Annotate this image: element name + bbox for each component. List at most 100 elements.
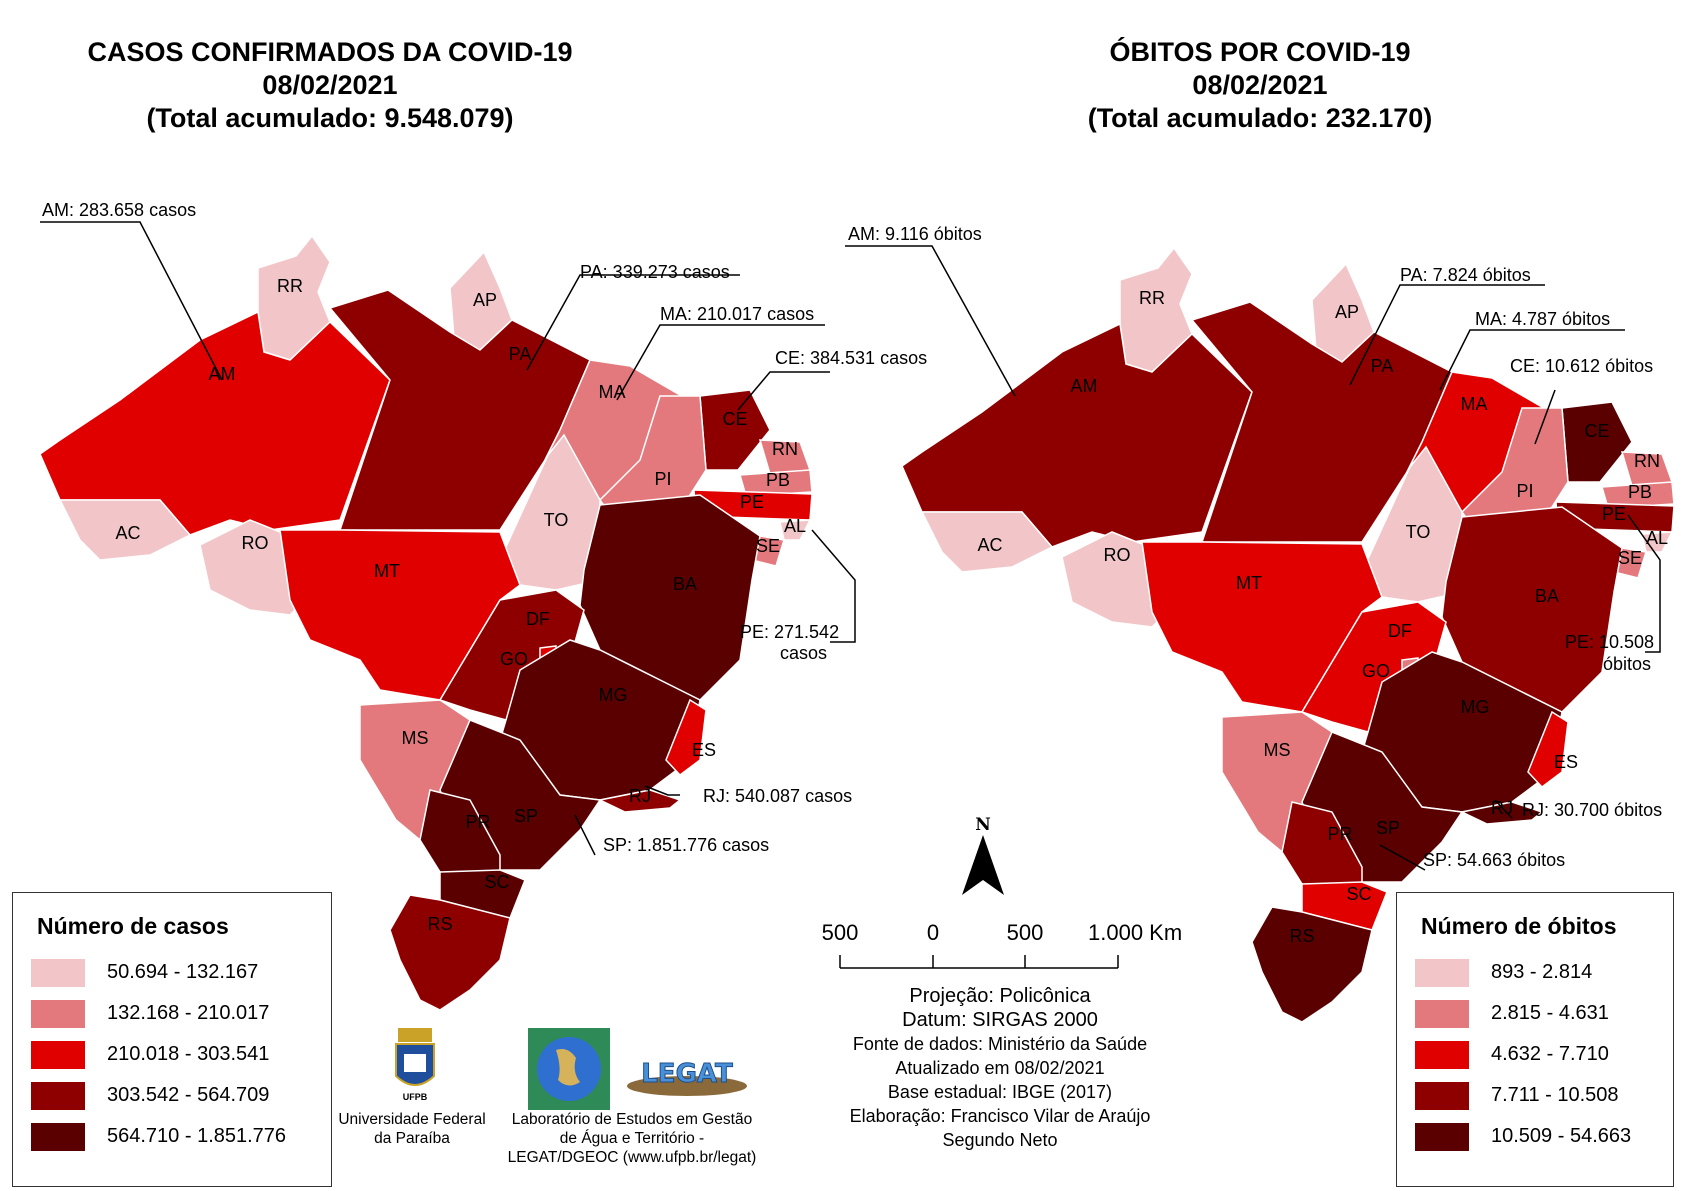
cases-callout-ma: MA: 210.017 casos <box>660 304 814 324</box>
deaths-callout-pa: PA: 7.824 óbitos <box>1400 265 1531 285</box>
state-label-pr: PR <box>465 812 490 832</box>
deaths-legend-row: 7.711 - 10.508 <box>1415 1075 1655 1116</box>
state-label-am: AM <box>209 364 236 384</box>
legend-swatch <box>1415 1040 1469 1069</box>
legend-range: 303.542 - 564.709 <box>107 1084 270 1106</box>
state-label-rj: RJ <box>629 786 651 806</box>
state-rs <box>1251 906 1373 1023</box>
state-label-ac: AC <box>115 523 140 543</box>
state-label-pa: PA <box>1371 356 1394 376</box>
legend-range: 10.509 - 54.663 <box>1491 1125 1632 1147</box>
cases-legend-row: 210.018 - 303.541 <box>31 1034 313 1075</box>
state-label-mt: MT <box>1236 573 1262 593</box>
north-arrow-icon <box>962 835 1004 895</box>
deaths-map-title: ÓBITOS POR COVID-19 08/02/2021 (Total ac… <box>900 36 1620 135</box>
deaths-callout-rj: RJ: 30.700 óbitos <box>1522 800 1662 820</box>
state-label-ap: AP <box>473 290 497 310</box>
cases-legend-row: 50.694 - 132.167 <box>31 952 313 993</box>
state-ac <box>58 499 192 561</box>
state-label-se: SE <box>756 536 780 556</box>
state-rj <box>597 789 682 813</box>
legend-range: 893 - 2.814 <box>1491 961 1593 983</box>
state-label-to: TO <box>544 510 569 530</box>
state-al <box>779 519 812 541</box>
state-label-rs: RS <box>427 914 452 934</box>
state-al <box>1641 531 1674 553</box>
cases-callouts <box>40 221 856 856</box>
ufpb-caption: Universidade Federal da Paraíba <box>322 1110 502 1148</box>
deaths-title-date: 08/02/2021 <box>1192 70 1328 100</box>
state-label-ma: MA <box>1461 394 1488 414</box>
state-label-mg: MG <box>1461 697 1490 717</box>
credit-base: Base estadual: IBGE (2017) <box>887 1082 1113 1102</box>
legend-range: 132.168 - 210.017 <box>107 1002 270 1024</box>
state-label-al: AL <box>784 516 806 536</box>
state-label-ac: AC <box>977 535 1002 555</box>
north-arrow-label: N <box>975 815 991 835</box>
state-ac <box>920 511 1054 573</box>
state-label-rn: RN <box>1634 451 1660 471</box>
state-label-ro: RO <box>242 533 269 553</box>
state-label-df: DF <box>526 609 550 629</box>
credit-author-1: Elaboração: Francisco Vilar de Araújo <box>849 1106 1151 1126</box>
state-label-sc: SC <box>1346 884 1371 904</box>
state-es <box>665 698 707 777</box>
state-label-rn: RN <box>772 439 798 459</box>
state-label-ce: CE <box>1584 421 1609 441</box>
state-rj <box>1459 801 1544 825</box>
deaths-callout-ma: MA: 4.787 óbitos <box>1475 309 1610 329</box>
ufpb-logo-text: UFPB <box>403 1092 428 1102</box>
ufpb-logo: UFPB <box>395 1028 435 1102</box>
state-label-mg: MG <box>599 685 628 705</box>
state-label-ba: BA <box>1535 586 1559 606</box>
legend-swatch <box>31 1040 85 1069</box>
legend-swatch <box>31 1122 85 1151</box>
scale-label-500-left: 500 <box>822 920 859 945</box>
cases-callout-pa: PA: 339.273 casos <box>580 262 730 282</box>
legend-range: 4.632 - 7.710 <box>1491 1043 1609 1065</box>
deaths-callout-ce: CE: 10.612 óbitos <box>1510 356 1653 376</box>
deaths-legend: Número de óbitos 893 - 2.814 2.815 - 4.6… <box>1396 892 1674 1187</box>
state-label-pb: PB <box>766 470 790 490</box>
scale-label-1000: 1.000 Km <box>1088 920 1182 945</box>
legend-range: 210.018 - 303.541 <box>107 1043 270 1065</box>
legend-swatch <box>1415 1122 1469 1151</box>
credit-projection: Projeção: Policônica <box>909 985 1091 1007</box>
legat-logo-text: LEGAT <box>641 1059 733 1089</box>
deaths-legend-row: 4.632 - 7.710 <box>1415 1034 1655 1075</box>
state-es <box>1527 710 1569 789</box>
state-ce <box>1561 401 1633 483</box>
legat-caption-line3: LEGAT/DGEOC (www.ufpb.br/legat) <box>507 1149 757 1166</box>
legend-swatch <box>31 958 85 987</box>
deaths-legend-row: 893 - 2.814 <box>1415 952 1655 993</box>
state-label-pa: PA <box>509 344 532 364</box>
map-credits: Projeção: Policônica Datum: SIRGAS 2000 … <box>820 984 1180 1152</box>
state-label-pi: PI <box>1516 481 1533 501</box>
legat-caption: Laboratório de Estudos em Gestão de Água… <box>492 1110 772 1167</box>
cases-legend-row: 303.542 - 564.709 <box>31 1075 313 1116</box>
state-sc <box>1301 881 1388 931</box>
state-label-se: SE <box>1618 548 1642 568</box>
credit-source: Fonte de dados: Ministério da Saúde <box>852 1034 1148 1054</box>
legend-range: 2.815 - 4.631 <box>1491 1002 1609 1024</box>
scale-label-0: 0 <box>927 920 939 945</box>
cases-title-total: (Total acumulado: 9.548.079) <box>146 103 514 133</box>
legend-range: 50.694 - 132.167 <box>107 961 259 983</box>
state-label-to: TO <box>1406 522 1431 542</box>
cases-map-title: CASOS CONFIRMADOS DA COVID-19 08/02/2021… <box>0 36 690 135</box>
deaths-legend-title: Número de óbitos <box>1421 913 1617 939</box>
cases-title-line1: CASOS CONFIRMADOS DA COVID-19 <box>87 37 573 67</box>
deaths-callout-sp: SP: 54.663 óbitos <box>1423 850 1565 870</box>
state-label-ap: AP <box>1335 302 1359 322</box>
state-label-mt: MT <box>374 561 400 581</box>
state-label-df: DF <box>1388 621 1412 641</box>
legend-swatch <box>1415 958 1469 987</box>
deaths-title-total: (Total acumulado: 232.170) <box>1087 103 1433 133</box>
state-label-ms: MS <box>402 728 429 748</box>
cases-legend-title: Número de casos <box>37 913 229 939</box>
state-label-go: GO <box>500 649 528 669</box>
state-label-rs: RS <box>1289 926 1314 946</box>
state-label-go: GO <box>1362 661 1390 681</box>
